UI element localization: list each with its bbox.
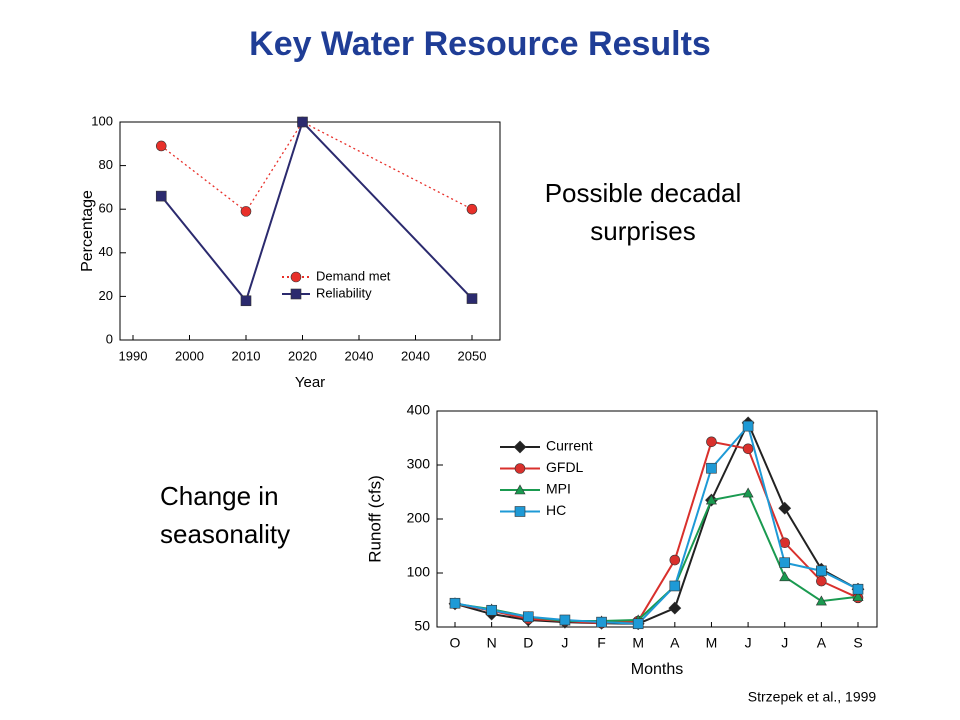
marker xyxy=(290,271,302,283)
series-line xyxy=(454,424,859,625)
y-tick-label: 50 xyxy=(414,618,430,634)
marker xyxy=(240,206,252,217)
y-tick-label: 100 xyxy=(407,564,431,580)
note: seasonality xyxy=(160,519,290,549)
legend-label: Demand met xyxy=(316,268,391,283)
citation: Strzepek et al., 1999 xyxy=(748,689,877,705)
marker xyxy=(706,436,717,448)
marker xyxy=(669,580,681,592)
y-tick-label: 80 xyxy=(99,157,113,172)
x-tick-label: 2020 xyxy=(288,348,317,363)
x-tick-label: A xyxy=(817,635,827,651)
legend-label: Reliability xyxy=(316,285,372,300)
y-tick-label: 300 xyxy=(407,456,431,472)
marker xyxy=(514,506,526,517)
y-tick-label: 40 xyxy=(99,244,113,259)
marker xyxy=(155,190,167,202)
marker xyxy=(779,571,791,582)
marker xyxy=(466,293,478,304)
marker xyxy=(514,463,526,474)
x-tick-label: 2010 xyxy=(232,348,261,363)
marker xyxy=(669,554,681,566)
marker xyxy=(706,462,717,474)
x-tick-label: J xyxy=(561,635,568,651)
marker xyxy=(779,557,791,569)
y-axis-label: Percentage xyxy=(79,190,96,272)
marker xyxy=(449,597,461,609)
marker xyxy=(815,595,827,606)
legend-label: Current xyxy=(546,438,593,454)
x-tick-label: N xyxy=(487,635,497,651)
marker xyxy=(240,295,252,307)
y-tick-label: 20 xyxy=(99,288,113,303)
series-line xyxy=(454,420,859,625)
marker xyxy=(816,575,827,587)
x-axis-label: Year xyxy=(295,374,325,391)
x-tick-label: O xyxy=(450,635,461,651)
plot-frame xyxy=(119,121,501,341)
x-tick-label: J xyxy=(745,635,752,651)
series-line xyxy=(454,440,859,625)
marker xyxy=(778,501,792,515)
marker xyxy=(852,583,864,595)
note: Possible decadal xyxy=(545,178,742,208)
marker xyxy=(290,288,302,300)
marker xyxy=(742,487,754,498)
y-tick-label: 60 xyxy=(99,201,113,216)
x-tick-label: 2000 xyxy=(175,348,204,363)
marker xyxy=(742,420,754,432)
x-tick-label: 2040 xyxy=(401,348,430,363)
marker xyxy=(522,611,534,623)
y-tick-label: 200 xyxy=(407,510,431,526)
marker xyxy=(668,601,682,615)
note: Change in xyxy=(160,481,279,511)
x-tick-label: F xyxy=(597,635,606,651)
y-tick-label: 100 xyxy=(91,113,113,128)
marker xyxy=(514,484,526,495)
x-tick-label: D xyxy=(523,635,533,651)
x-axis-label: Months xyxy=(631,661,683,678)
x-tick-label: 2050 xyxy=(458,348,487,363)
marker xyxy=(559,614,571,626)
marker xyxy=(705,494,717,505)
marker xyxy=(852,591,864,602)
x-tick-label: A xyxy=(670,635,680,651)
x-tick-label: 2040 xyxy=(345,348,374,363)
marker xyxy=(297,116,308,128)
marker xyxy=(486,604,497,616)
x-tick-label: M xyxy=(632,635,644,651)
x-tick-label: 1990 xyxy=(119,348,148,363)
marker xyxy=(632,618,644,630)
marker xyxy=(155,140,167,152)
x-tick-label: S xyxy=(853,635,862,651)
legend-label: GFDL xyxy=(546,459,584,475)
y-tick-label: 0 xyxy=(106,331,113,346)
y-axis-label: Runoff (cfs) xyxy=(365,475,384,563)
note: surprises xyxy=(590,216,695,246)
marker xyxy=(742,443,754,455)
y-tick-label: 400 xyxy=(407,402,431,418)
marker xyxy=(466,203,478,215)
x-tick-label: M xyxy=(706,635,718,651)
legend-label: HC xyxy=(546,502,566,518)
marker xyxy=(596,616,607,628)
legend-label: MPI xyxy=(546,481,571,497)
marker xyxy=(513,440,527,454)
series-line xyxy=(160,120,473,303)
x-tick-label: J xyxy=(781,635,788,651)
slide-title: Key Water Resource Results xyxy=(249,25,711,63)
marker xyxy=(816,565,827,577)
